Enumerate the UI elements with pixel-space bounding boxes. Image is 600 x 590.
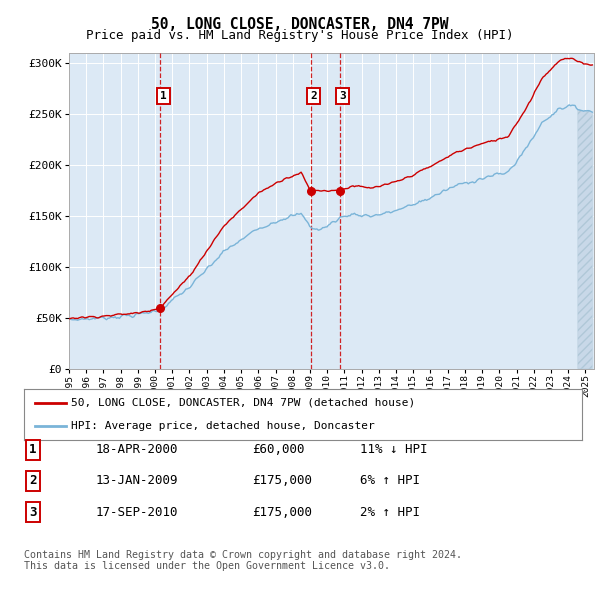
Text: 13-JAN-2009: 13-JAN-2009 xyxy=(96,474,179,487)
Text: 2: 2 xyxy=(29,474,37,487)
Text: £175,000: £175,000 xyxy=(252,506,312,519)
Text: 3: 3 xyxy=(29,506,37,519)
Text: £175,000: £175,000 xyxy=(252,474,312,487)
Text: 1: 1 xyxy=(29,443,37,456)
Text: 11% ↓ HPI: 11% ↓ HPI xyxy=(360,443,427,456)
Text: 2% ↑ HPI: 2% ↑ HPI xyxy=(360,506,420,519)
Text: 6% ↑ HPI: 6% ↑ HPI xyxy=(360,474,420,487)
Text: Price paid vs. HM Land Registry's House Price Index (HPI): Price paid vs. HM Land Registry's House … xyxy=(86,29,514,42)
Text: 17-SEP-2010: 17-SEP-2010 xyxy=(96,506,179,519)
Text: 1: 1 xyxy=(160,91,167,101)
Text: 50, LONG CLOSE, DONCASTER, DN4 7PW (detached house): 50, LONG CLOSE, DONCASTER, DN4 7PW (deta… xyxy=(71,398,416,408)
Text: 2: 2 xyxy=(310,91,317,101)
Text: 50, LONG CLOSE, DONCASTER, DN4 7PW: 50, LONG CLOSE, DONCASTER, DN4 7PW xyxy=(151,17,449,31)
Text: 3: 3 xyxy=(340,91,346,101)
Text: HPI: Average price, detached house, Doncaster: HPI: Average price, detached house, Donc… xyxy=(71,421,375,431)
Text: 18-APR-2000: 18-APR-2000 xyxy=(96,443,179,456)
Text: Contains HM Land Registry data © Crown copyright and database right 2024.
This d: Contains HM Land Registry data © Crown c… xyxy=(24,550,462,572)
Text: £60,000: £60,000 xyxy=(252,443,305,456)
